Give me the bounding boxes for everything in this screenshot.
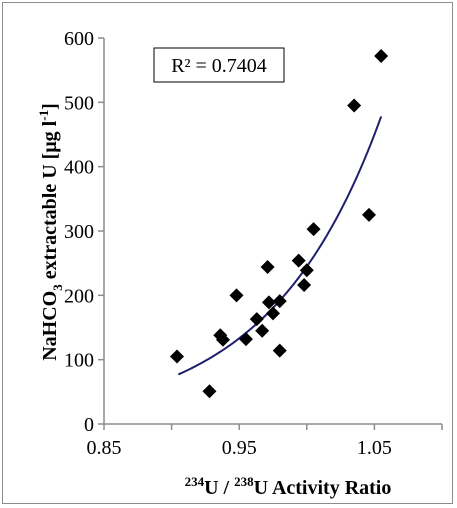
data-points	[170, 49, 389, 399]
y-tick-label: 500	[64, 92, 94, 114]
data-point	[272, 343, 287, 358]
data-point	[238, 332, 253, 347]
x-tick-label: 0.95	[222, 437, 257, 459]
y-tick-label: 0	[84, 414, 94, 436]
y-tick-label: 600	[64, 28, 94, 50]
data-point	[361, 207, 376, 222]
x-tick-label: 0.85	[87, 437, 122, 459]
r-squared-label: R² = 0.7404	[171, 55, 267, 77]
data-point	[266, 306, 280, 321]
y-ticks: 0 100 200 300 400 500 600	[64, 28, 104, 436]
x-axis-label: 234U / 238U Activity Ratio	[185, 474, 392, 499]
data-point	[347, 98, 362, 113]
y-tick-label: 200	[64, 285, 94, 307]
data-point	[299, 263, 314, 278]
data-point	[306, 222, 321, 237]
r-squared-box: R² = 0.7404	[153, 47, 285, 83]
data-point	[202, 384, 217, 399]
data-point	[255, 323, 270, 338]
data-point	[170, 349, 185, 364]
data-point	[249, 312, 264, 327]
x-ticks: 0.85 0.95 1.05	[87, 424, 443, 459]
data-point	[260, 260, 275, 275]
y-tick-label: 100	[64, 350, 94, 372]
chart-frame	[2, 2, 453, 504]
y-tick-label: 300	[64, 221, 94, 243]
data-point	[215, 332, 230, 347]
y-axis-label: NaHCO3 extractable U [μg l-1]	[36, 103, 65, 361]
axes	[103, 38, 442, 425]
x-tick-label: 1.05	[357, 437, 392, 459]
data-point	[374, 49, 389, 64]
data-point	[297, 278, 312, 293]
data-point	[291, 253, 306, 268]
y-tick-label: 400	[64, 157, 94, 179]
data-point	[229, 288, 244, 303]
data-point	[261, 295, 276, 310]
data-point	[272, 294, 287, 309]
trendline	[177, 116, 383, 376]
